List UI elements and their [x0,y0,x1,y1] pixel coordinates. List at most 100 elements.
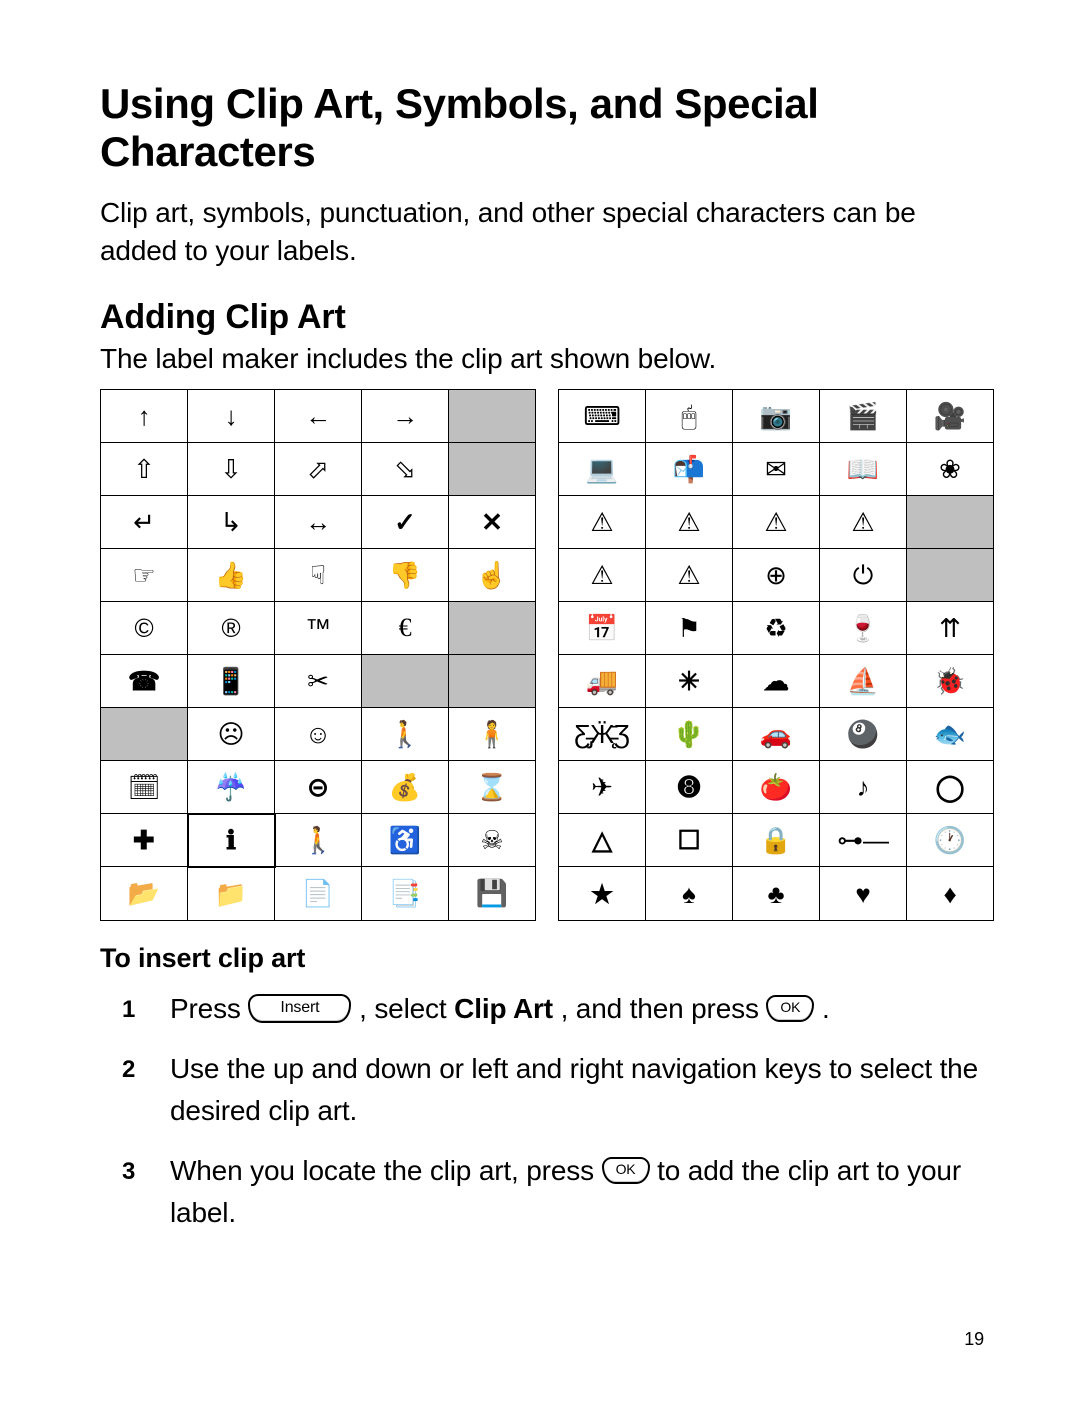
clipart-cell: ✂ [275,654,362,707]
clipart-cell: 🐟 [907,708,994,761]
table-row: ☞👍☟👎☝ [101,548,536,601]
clipart-cell: 👎 [362,548,449,601]
table-row: ⇧⇩⬀⬂ [101,442,536,495]
clipart-cell: ℹ [188,814,275,867]
clipart-cell: ⚑ [646,601,733,654]
intro-paragraph: Clip art, symbols, punctuation, and othe… [100,194,990,270]
clipart-cell: ☠ [449,814,536,867]
procedure-heading: To insert clip art [100,943,990,974]
table-row: ⚠⚠⚠⚠ [559,495,994,548]
clipart-cell: ✉ [733,442,820,495]
clipart-cell: ☹ [188,707,275,760]
clipart-cell: 🖱 [646,389,733,442]
clipart-cell: ⊶— [820,814,907,867]
clipart-cell: ⚠ [646,548,733,601]
clipart-cell: ⬀ [275,442,362,495]
clipart-cell: 💻 [559,442,646,495]
clipart-cell: € [362,601,449,654]
clipart-cell: ☟ [275,548,362,601]
clipart-cell: ⚠ [646,495,733,548]
clipart-cell: 📄 [275,867,362,921]
clipart-cell: ↳ [188,495,275,548]
clipart-cell: → [362,389,449,442]
step-1-text-c: , and then press [561,993,767,1024]
table-row: ✈➑🍅♪◯ [559,761,994,814]
clipart-cell: 🕐 [907,814,994,867]
clipart-cell: 🚚 [559,655,646,708]
clipart-cell: ✈ [559,761,646,814]
clipart-table-left: ↑↓←→⇧⇩⬀⬂↵↳↔✓✕☞👍☟👎☝©®™€☎📱✂☹☺🚶🧍🗓☔⊝💰⌛✚ℹ🚶♿☠📂… [100,389,536,921]
table-row: 📅⚑♻🍷⇈ [559,601,994,654]
clipart-cell: ❀ [907,442,994,495]
clipart-cell [362,654,449,707]
clipart-cell: 📬 [646,442,733,495]
table-row: ⚠⚠⊕⏻ [559,548,994,601]
clipart-cell: Ƹ̵̡Ӝ̵̨̄Ʒ [559,708,646,761]
clipart-cell: 📑 [362,867,449,921]
clipart-tables: ↑↓←→⇧⇩⬀⬂↵↳↔✓✕☞👍☟👎☝©®™€☎📱✂☹☺🚶🧍🗓☔⊝💰⌛✚ℹ🚶♿☠📂… [100,389,990,921]
step-1-text-d: . [822,993,830,1024]
page-title: Using Clip Art, Symbols, and Special Cha… [100,80,990,176]
table-row: 🗓☔⊝💰⌛ [101,760,536,814]
clipart-cell: ☝ [449,548,536,601]
clipart-cell: ↓ [188,389,275,442]
clipart-cell: 📷 [733,389,820,442]
clipart-cell: 🐞 [907,655,994,708]
clipart-cell: ◯ [907,761,994,814]
clipart-cell: ♿ [362,814,449,867]
clipart-cell: ™ [275,601,362,654]
clipart-cell: ↵ [101,495,188,548]
clipart-cell [449,654,536,707]
clipart-cell: ✕ [449,495,536,548]
clipart-cell: ↔ [275,495,362,548]
clipart-cell: 🚶 [362,707,449,760]
clipart-cell: ✳ [646,655,733,708]
clipart-cell: 🎬 [820,389,907,442]
clipart-cell [449,442,536,495]
clipart-cell: 👍 [188,548,275,601]
clipart-cell: 🧍 [449,707,536,760]
clipart-cell: ☎ [101,654,188,707]
clipart-cell: ® [188,601,275,654]
clipart-cell: 🔒 [733,814,820,867]
clipart-cell: ⚠ [733,495,820,548]
clipart-cell: 🎥 [907,389,994,442]
step-1: Press Insert , select Clip Art , and the… [122,988,990,1030]
table-row: Ƹ̵̡Ӝ̵̨̄Ʒ🌵🚗🎱🐟 [559,708,994,761]
clipart-cell: 🍅 [733,761,820,814]
step-2: Use the up and down or left and right na… [122,1048,990,1132]
ok-key-icon-2: OK [602,1157,650,1184]
clipart-cell: ☞ [101,548,188,601]
clipart-cell: △ [559,814,646,867]
step-3: When you locate the clip art, press OK t… [122,1150,990,1234]
clipart-cell: ♠ [646,867,733,920]
clipart-cell: 💰 [362,760,449,814]
table-row: 💻📬✉📖❀ [559,442,994,495]
clipart-cell: ♣ [733,867,820,920]
step-3-text-a: When you locate the clip art, press [170,1155,602,1186]
clipart-cell: ♥ [820,867,907,920]
clipart-cell: 📂 [101,867,188,921]
clipart-cell: © [101,601,188,654]
clipart-cell: ✚ [101,814,188,867]
table-row: △☐🔒⊶—🕐 [559,814,994,867]
clipart-cell: ⇩ [188,442,275,495]
insert-key-icon: Insert [248,994,351,1023]
clipart-cell: ☔ [188,760,275,814]
table-row: ★♠♣♥♦ [559,867,994,920]
clipart-cell: ♦ [907,867,994,920]
clipart-cell: ⬂ [362,442,449,495]
clipart-cell: ⇈ [907,601,994,654]
clipart-cell: 🌵 [646,708,733,761]
clipart-cell: ☁ [733,655,820,708]
table-row: ↑↓←→ [101,389,536,442]
clipart-cell: 🍷 [820,601,907,654]
step-1-text-a: Press [170,993,248,1024]
clipart-cell: ♪ [820,761,907,814]
clipart-cell: 📱 [188,654,275,707]
step-1-bold: Clip Art [454,993,553,1024]
clipart-cell: 🗓 [101,760,188,814]
procedure-steps: Press Insert , select Clip Art , and the… [122,988,990,1234]
clipart-cell: ⊝ [275,760,362,814]
clipart-cell: ⊕ [733,548,820,601]
